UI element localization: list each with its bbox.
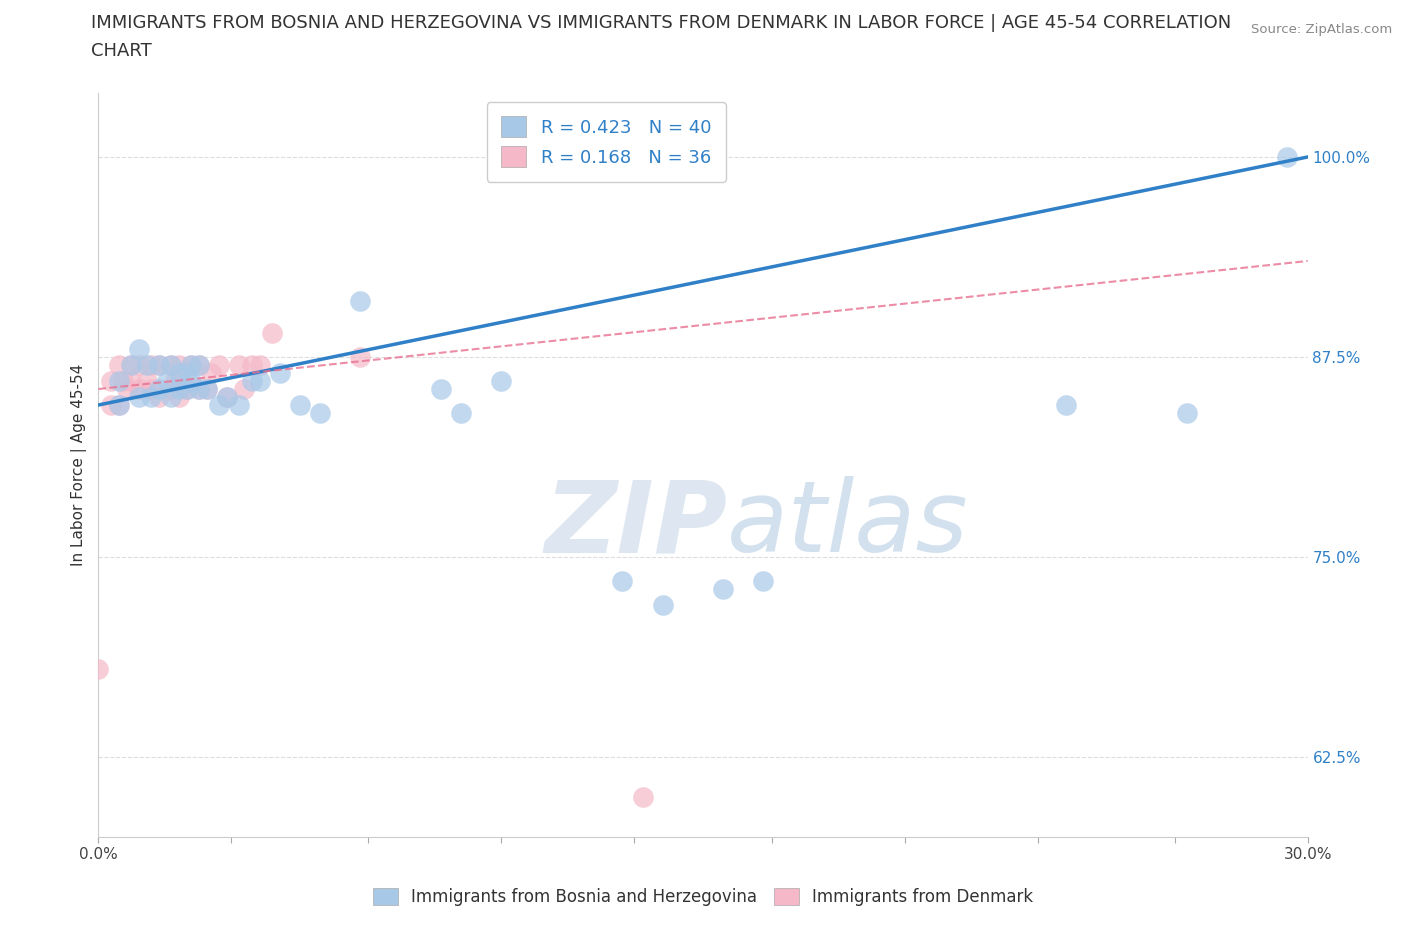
Point [120, 357, 142, 372]
Point [349, 350, 371, 365]
Point [195, 381, 218, 396]
Point [269, 365, 291, 380]
Point [491, 374, 513, 389]
Point [208, 357, 231, 372]
Point [160, 357, 183, 372]
Point [139, 381, 162, 396]
Point [120, 357, 142, 372]
Point [115, 381, 138, 396]
Point [135, 357, 157, 372]
Point [176, 381, 198, 396]
Point [195, 381, 218, 396]
Point [135, 374, 157, 389]
Point [160, 357, 183, 372]
Point [651, 598, 673, 613]
Point [228, 397, 250, 412]
Point [139, 390, 162, 405]
Y-axis label: In Labor Force | Age 45-54: In Labor Force | Age 45-54 [72, 364, 87, 566]
Point [309, 405, 332, 420]
Point [107, 397, 129, 412]
Point [128, 390, 150, 405]
Point [160, 381, 183, 396]
Legend: R = 0.423   N = 40, R = 0.168   N = 36: R = 0.423 N = 40, R = 0.168 N = 36 [486, 102, 725, 181]
Point [217, 390, 239, 405]
Text: atlas: atlas [727, 476, 969, 573]
Point [100, 374, 122, 389]
Point [160, 390, 183, 405]
Point [163, 374, 186, 389]
Point [107, 374, 129, 389]
Point [612, 574, 634, 589]
Point [217, 390, 239, 405]
Point [240, 357, 263, 372]
Text: CHART: CHART [91, 42, 152, 60]
Point [87, 661, 110, 676]
Point [349, 294, 371, 309]
Point [167, 381, 190, 396]
Point [450, 405, 472, 420]
Point [156, 374, 179, 389]
Point [208, 397, 231, 412]
Point [180, 374, 202, 389]
Point [167, 390, 190, 405]
Point [176, 365, 198, 380]
Point [232, 381, 254, 396]
Point [240, 374, 263, 389]
Point [752, 574, 775, 589]
Point [100, 397, 122, 412]
Point [139, 357, 162, 372]
Point [148, 381, 170, 396]
Point [148, 390, 170, 405]
Point [430, 381, 453, 396]
Point [167, 365, 190, 380]
Point [188, 381, 211, 396]
Point [111, 374, 134, 389]
Point [188, 381, 211, 396]
Point [188, 357, 211, 372]
Point [200, 365, 222, 380]
Point [288, 397, 311, 412]
Point [128, 341, 150, 356]
Legend: Immigrants from Bosnia and Herzegovina, Immigrants from Denmark: Immigrants from Bosnia and Herzegovina, … [366, 881, 1040, 912]
Text: Source: ZipAtlas.com: Source: ZipAtlas.com [1251, 23, 1392, 36]
Point [128, 357, 150, 372]
Point [180, 357, 202, 372]
Point [188, 357, 211, 372]
Point [107, 357, 129, 372]
Point [260, 326, 283, 340]
Point [148, 357, 170, 372]
Text: ZIP: ZIP [544, 476, 727, 573]
Point [167, 357, 190, 372]
Point [128, 381, 150, 396]
Point [107, 397, 129, 412]
Point [631, 790, 654, 804]
Point [148, 357, 170, 372]
Point [1277, 150, 1299, 165]
Point [1175, 405, 1198, 420]
Point [228, 357, 250, 372]
Point [249, 374, 271, 389]
Point [711, 581, 734, 596]
Point [249, 357, 271, 372]
Point [1054, 397, 1077, 412]
Point [176, 381, 198, 396]
Text: IMMIGRANTS FROM BOSNIA AND HERZEGOVINA VS IMMIGRANTS FROM DENMARK IN LABOR FORCE: IMMIGRANTS FROM BOSNIA AND HERZEGOVINA V… [91, 14, 1232, 32]
Point [120, 374, 142, 389]
Point [180, 357, 202, 372]
